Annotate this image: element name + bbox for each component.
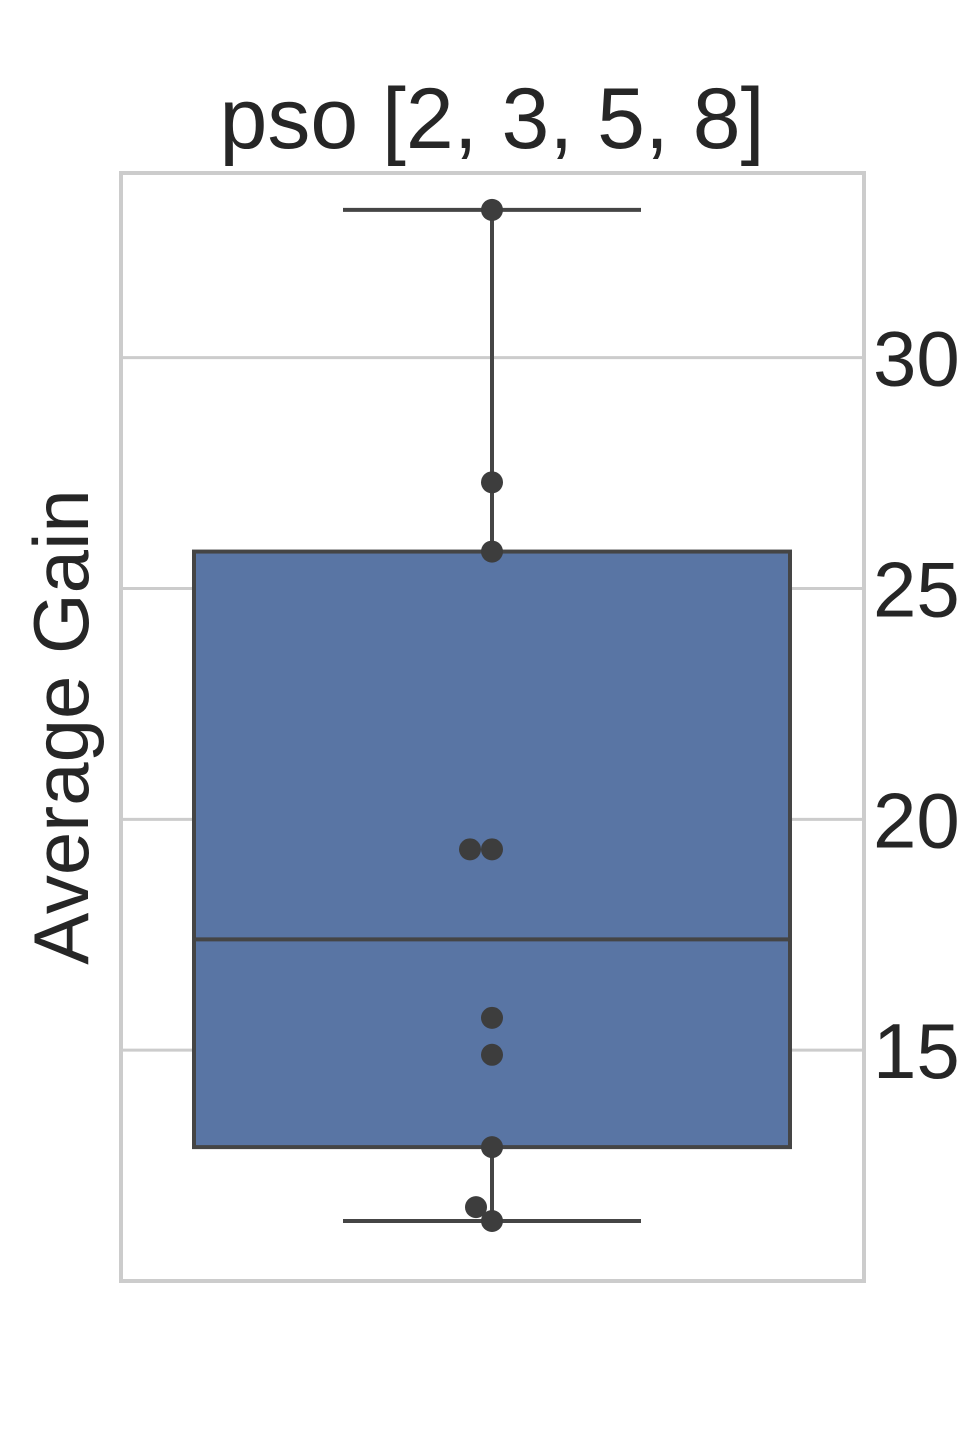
data-point: [481, 1209, 503, 1232]
y-tick-label: 25: [873, 546, 960, 634]
data-point: [481, 1043, 503, 1066]
data-point: [465, 1196, 487, 1219]
chart-title: pso [2, 3, 5, 8]: [219, 71, 764, 167]
y-tick-label: 20: [873, 776, 960, 864]
data-point: [481, 471, 503, 494]
data-point: [459, 838, 481, 861]
data-point: [481, 1006, 503, 1029]
data-point: [481, 1136, 503, 1159]
y-tick-label: 30: [873, 315, 960, 403]
y-tick-label: 15: [873, 1007, 960, 1095]
y-tick-labels: 15 20 25 30: [873, 315, 960, 1095]
y-axis-label: Average Gain: [17, 489, 105, 965]
data-points: [459, 198, 503, 1232]
data-point: [481, 838, 503, 861]
data-point: [481, 540, 503, 563]
data-point: [481, 198, 503, 221]
plot-frame: [119, 171, 866, 1283]
box-plot: [192, 207, 792, 1223]
